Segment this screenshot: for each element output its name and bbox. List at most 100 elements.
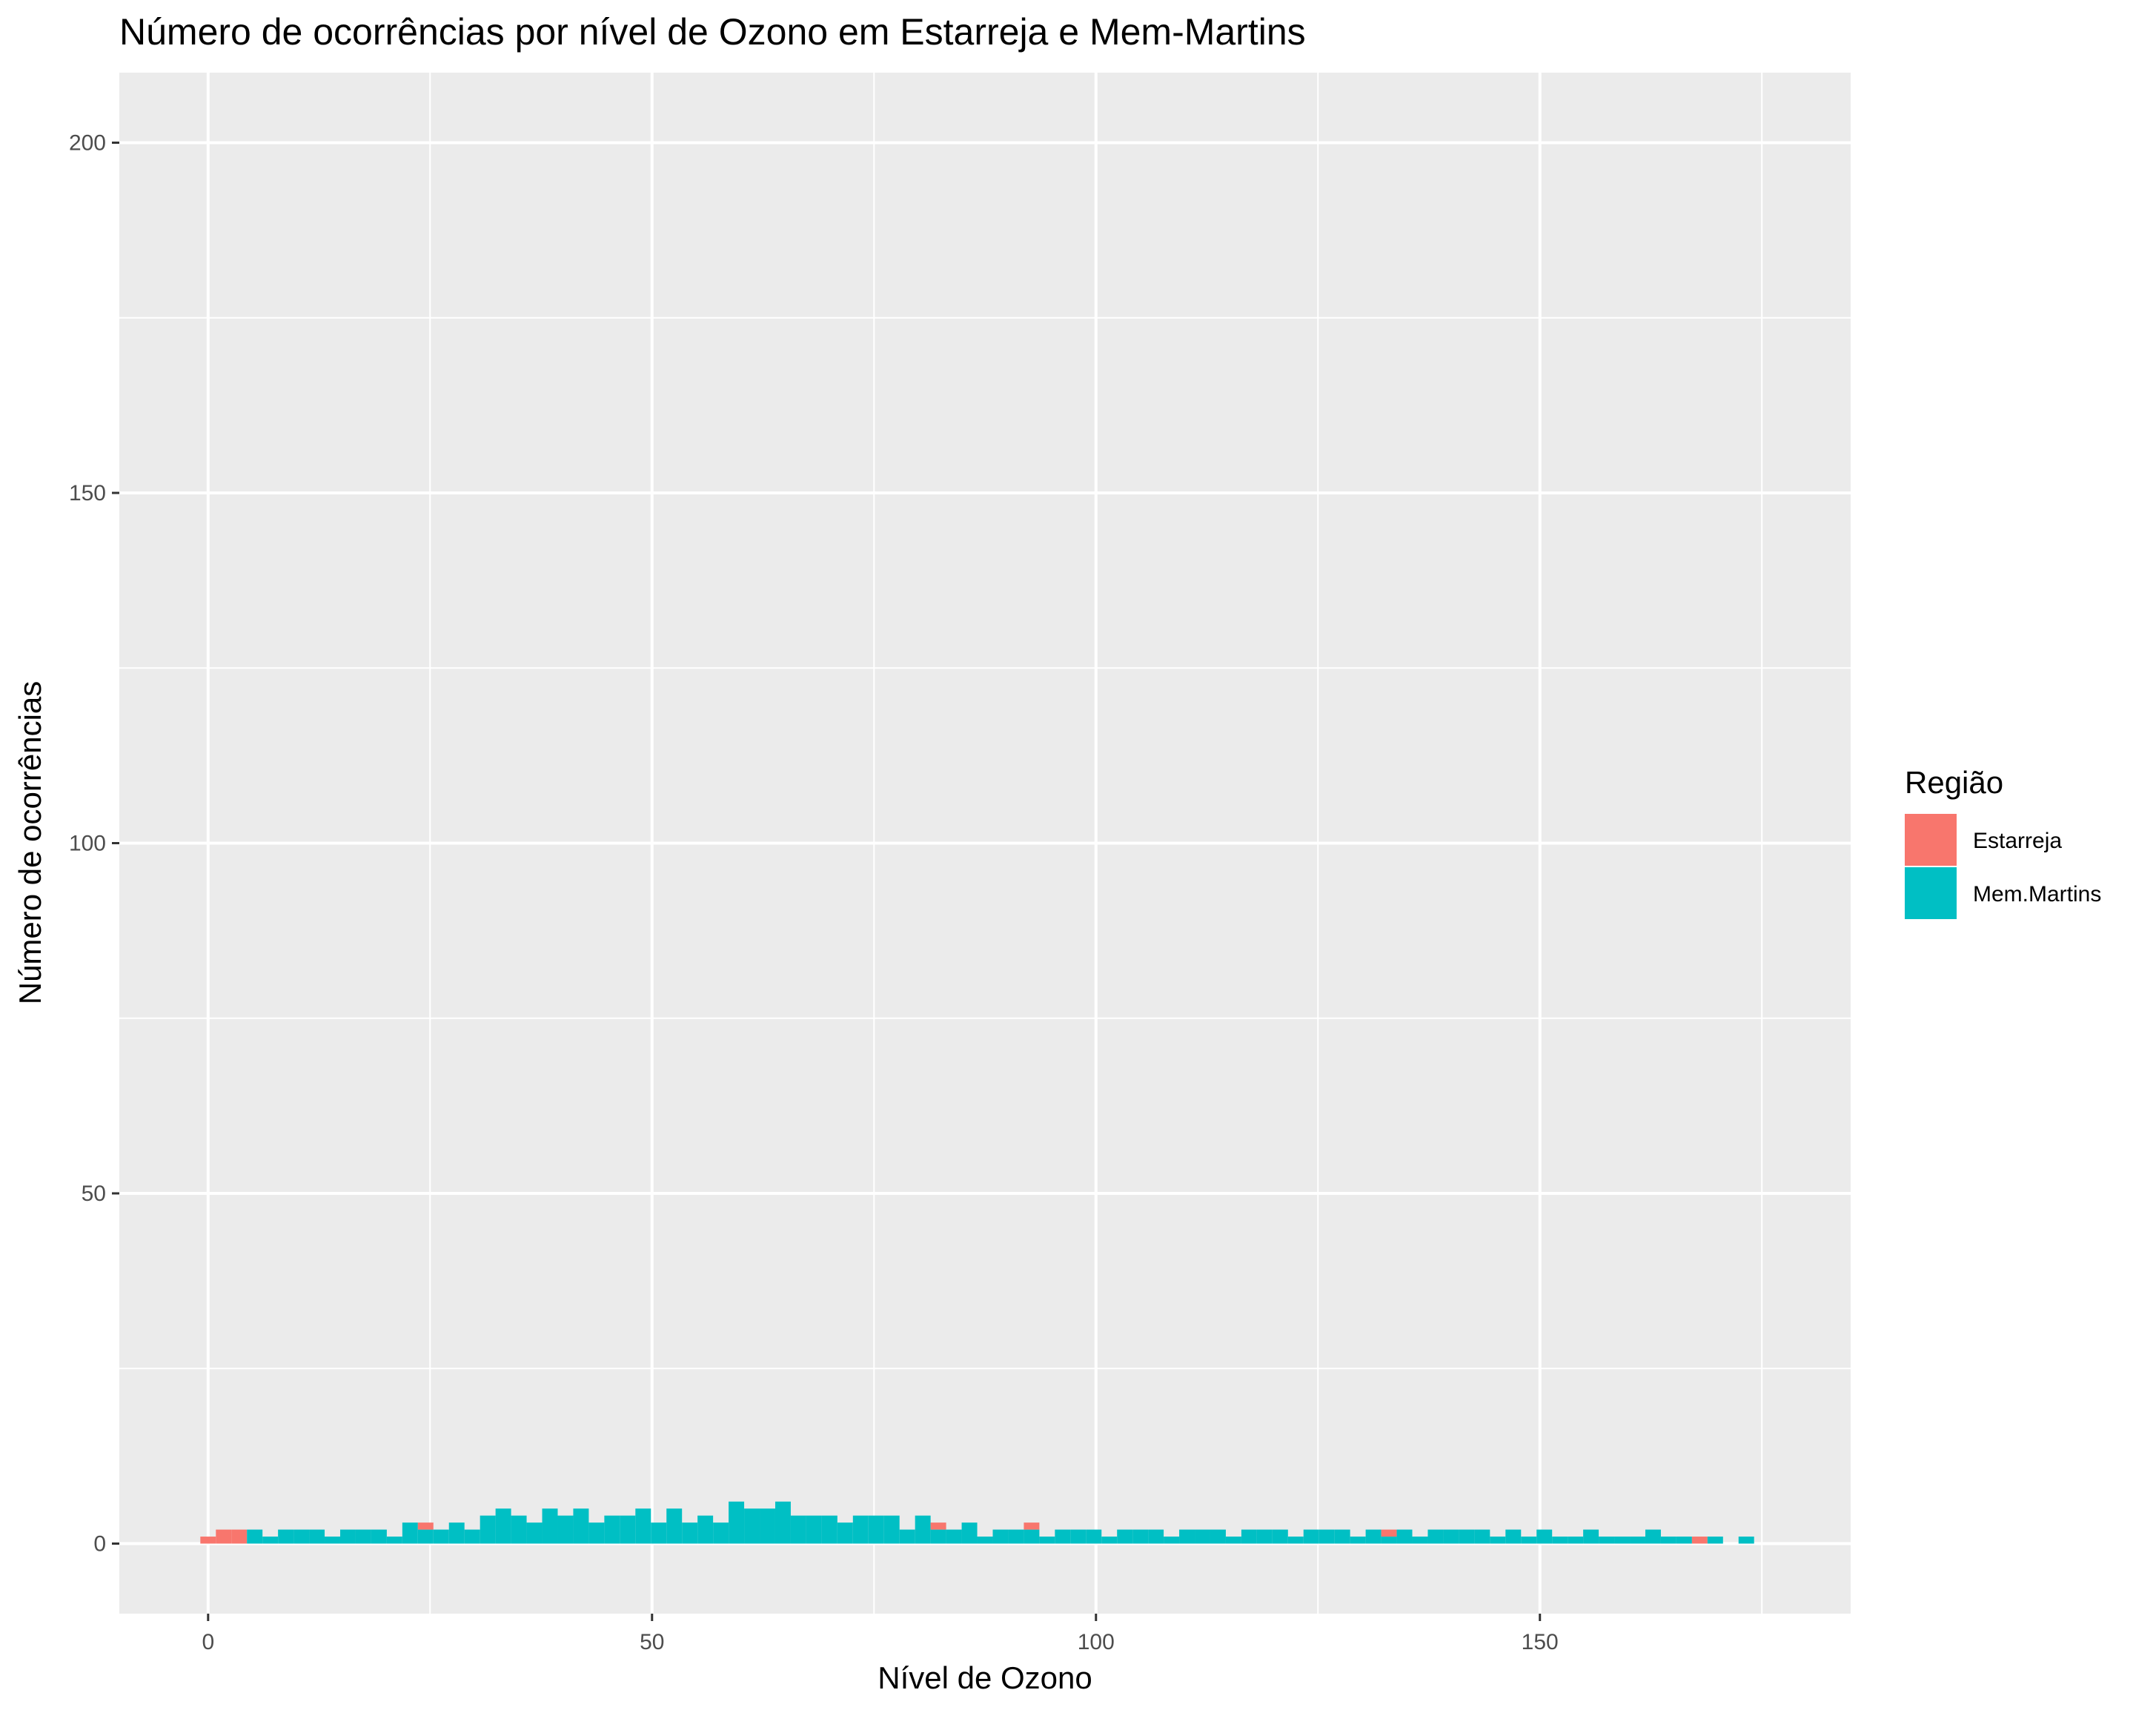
bar-mem-martins: [386, 1537, 402, 1544]
bar-mem-martins: [620, 1515, 636, 1544]
bar-mem-martins: [526, 1522, 543, 1544]
bar-mem-martins: [1256, 1529, 1273, 1544]
legend: Região Estarreja Mem.Martins: [1905, 765, 2101, 919]
bar-mem-martins: [1536, 1529, 1553, 1544]
bar-mem-martins: [930, 1529, 946, 1544]
bar-mem-martins: [278, 1529, 294, 1544]
bar-mem-martins: [448, 1522, 465, 1544]
bar-mem-martins: [1287, 1537, 1304, 1544]
bar-mem-martins: [542, 1508, 558, 1544]
bar-mem-martins: [557, 1515, 574, 1544]
bar-mem-martins: [666, 1508, 683, 1544]
bar-mem-martins: [1272, 1529, 1288, 1544]
bar-mem-martins: [433, 1529, 449, 1544]
bar-mem-martins: [1396, 1529, 1413, 1544]
bar-mem-martins: [588, 1522, 605, 1544]
bar-mem-martins: [1412, 1537, 1428, 1544]
bar-estarreja: [1691, 1537, 1708, 1544]
bar-mem-martins: [293, 1529, 310, 1544]
bar-mem-martins: [1568, 1537, 1584, 1544]
bar-estarreja: [1381, 1529, 1397, 1537]
bar-mem-martins: [247, 1529, 263, 1544]
bar-mem-martins: [1443, 1529, 1459, 1544]
x-tick-label: 100: [1078, 1630, 1115, 1654]
bar-mem-martins: [464, 1529, 480, 1544]
histogram-bars: [200, 1501, 1754, 1544]
y-tick-label: 0: [93, 1532, 106, 1557]
bar-mem-martins: [806, 1515, 822, 1544]
bar-mem-martins: [883, 1515, 900, 1544]
bar-mem-martins: [1660, 1537, 1676, 1544]
bar-mem-martins: [1164, 1537, 1180, 1544]
bar-mem-martins: [946, 1529, 962, 1544]
bar-mem-martins: [1179, 1529, 1195, 1544]
bar-mem-martins: [977, 1537, 993, 1544]
bar-mem-martins: [309, 1529, 325, 1544]
bar-mem-martins: [1490, 1537, 1506, 1544]
legend-title: Região: [1905, 765, 2003, 800]
bar-mem-martins: [1319, 1529, 1335, 1544]
bar-mem-martins: [339, 1529, 356, 1544]
y-axis: 0 50 100 150 200: [69, 131, 119, 1557]
legend-label: Mem.Martins: [1973, 882, 2101, 907]
legend-key-mem-martins: [1905, 867, 1957, 919]
bar-mem-martins: [1381, 1537, 1397, 1544]
bar-estarreja: [200, 1537, 216, 1544]
bar-mem-martins: [1101, 1537, 1118, 1544]
bar-mem-martins: [961, 1522, 978, 1544]
bar-mem-martins: [262, 1537, 279, 1544]
x-tick-label: 150: [1522, 1630, 1559, 1654]
bar-mem-martins: [1676, 1537, 1692, 1544]
bar-mem-martins: [1474, 1529, 1490, 1544]
bar-mem-martins: [1024, 1529, 1040, 1544]
bar-mem-martins: [1521, 1537, 1537, 1544]
bar-mem-martins: [1225, 1537, 1241, 1544]
bar-mem-martins: [1117, 1529, 1133, 1544]
bar-mem-martins: [1303, 1529, 1319, 1544]
x-tick-label: 50: [640, 1630, 664, 1654]
bar-mem-martins: [1334, 1529, 1350, 1544]
bar-mem-martins: [992, 1529, 1009, 1544]
bar-mem-martins: [1039, 1537, 1055, 1544]
bar-mem-martins: [1459, 1529, 1475, 1544]
y-axis-title: Número de ocorrências: [13, 681, 47, 1005]
bar-estarreja: [930, 1522, 946, 1530]
bar-mem-martins: [1241, 1529, 1257, 1544]
bar-mem-martins: [682, 1522, 698, 1544]
bar-mem-martins: [837, 1522, 853, 1544]
bar-mem-martins: [1707, 1537, 1723, 1544]
bar-mem-martins: [729, 1501, 745, 1544]
bar-mem-martins: [790, 1515, 806, 1544]
bar-mem-martins: [760, 1508, 775, 1544]
bar-mem-martins: [899, 1529, 915, 1544]
chart-title: Número de ocorrências por nível de Ozono…: [119, 11, 1306, 53]
y-tick-label: 150: [69, 481, 106, 506]
bar-mem-martins: [1505, 1529, 1522, 1544]
bar-mem-martins: [371, 1529, 387, 1544]
bar-mem-martins: [651, 1522, 667, 1544]
y-tick-label: 200: [69, 131, 106, 156]
bar-mem-martins: [1132, 1529, 1149, 1544]
bar-mem-martins: [1148, 1529, 1164, 1544]
legend-label: Estarreja: [1973, 829, 2062, 853]
bar-mem-martins: [1055, 1529, 1071, 1544]
bar-mem-martins: [635, 1508, 651, 1544]
bar-mem-martins: [1614, 1537, 1631, 1544]
x-axis: 0 50 100 150: [202, 1614, 1559, 1654]
bar-mem-martins: [1210, 1529, 1226, 1544]
bar-mem-martins: [868, 1515, 884, 1544]
bar-mem-martins: [604, 1515, 620, 1544]
y-tick-label: 100: [69, 832, 106, 856]
bar-mem-martins: [1552, 1537, 1568, 1544]
legend-key-estarreja: [1905, 814, 1957, 866]
bar-mem-martins: [821, 1515, 837, 1544]
bar-mem-martins: [480, 1515, 496, 1544]
x-tick-label: 0: [202, 1630, 214, 1654]
bar-mem-martins: [1599, 1537, 1615, 1544]
bar-mem-martins: [402, 1522, 418, 1544]
bar-mem-martins: [417, 1529, 434, 1544]
bar-mem-martins: [1630, 1537, 1645, 1544]
bar-mem-martins: [1427, 1529, 1444, 1544]
bar-mem-martins: [1738, 1537, 1754, 1544]
bar-estarreja: [1024, 1522, 1040, 1530]
